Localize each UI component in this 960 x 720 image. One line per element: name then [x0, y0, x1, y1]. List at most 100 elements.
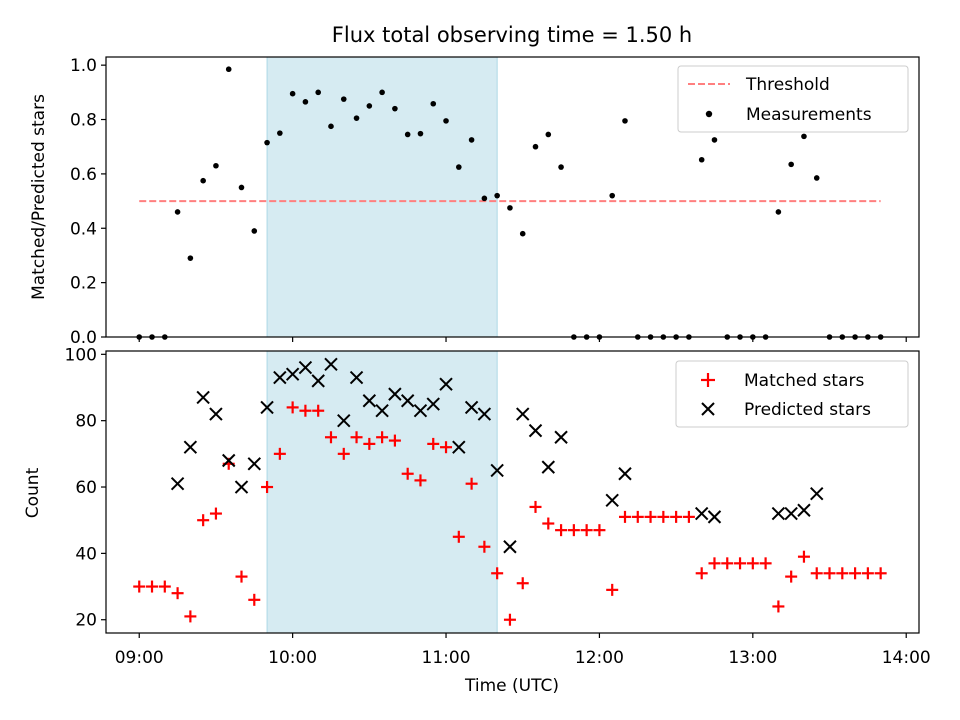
x-tick-label: 09:00 [115, 648, 164, 668]
predicted-star-point [464, 400, 479, 415]
measurement-point [456, 164, 462, 170]
matched-star-point [542, 517, 555, 530]
measurement-point [443, 118, 449, 124]
top-legend: Threshold Measurements [677, 65, 909, 133]
matched-star-point [567, 524, 580, 537]
predicted-star-point [784, 506, 798, 521]
top-plot-frame [105, 56, 920, 338]
matched-star-point [797, 550, 810, 563]
matched-star-point [261, 481, 274, 494]
predicted-stars-legend-label: Predicted stars [744, 400, 871, 420]
predicted-star-point [388, 387, 402, 401]
predicted-star-point [273, 370, 287, 385]
measurement-point [775, 209, 782, 215]
observing-span [266, 350, 498, 634]
matched-star-point [427, 437, 440, 450]
bottom-panel: 20 40 60 80 100 09:00 10:00 11:00 12:00 13:00 14:… [23, 345, 931, 696]
predicted-star-point [618, 467, 632, 481]
predicted-star-point [247, 457, 261, 471]
predicted-star-point [554, 430, 568, 444]
matched-star-point [708, 557, 721, 570]
predicted-star-point [209, 407, 223, 421]
top-legend-box [677, 65, 909, 133]
measurement-points [136, 66, 884, 340]
predicted-star-point [426, 397, 440, 411]
predicted-star-point [400, 394, 415, 408]
matched-star-point [516, 577, 529, 590]
measurement-point [494, 192, 500, 199]
measurement-point [507, 205, 513, 211]
predicted-star-point [260, 400, 274, 415]
top-y-axis-label: Matched/Predicted stars [29, 94, 49, 300]
measurement-point [609, 192, 616, 199]
predicted-star-point [183, 440, 198, 454]
measurement-point [328, 123, 334, 130]
top-y-tick-label: 1.0 [70, 56, 97, 76]
measurement-point [532, 143, 539, 150]
threshold-legend-label: Threshold [745, 75, 830, 95]
measurement-point [187, 255, 194, 261]
matched-star-point [644, 510, 657, 523]
measurements-legend-label: Measurements [746, 105, 872, 125]
bottom-plot-frame [105, 350, 920, 634]
predicted-star-point [810, 486, 824, 501]
matched-star-point [350, 431, 363, 444]
matched-star-point [734, 557, 747, 570]
matched-star-point [171, 587, 184, 600]
bottom-y-axis-label: Count [23, 467, 43, 518]
predicted-star-point [516, 407, 530, 421]
matched-star-point [670, 510, 683, 523]
x-tick-label: 14:00 [882, 648, 931, 668]
measurement-point [622, 118, 628, 124]
matched-star-point [452, 530, 465, 543]
measurement-point [251, 228, 258, 234]
matched-star-point [209, 507, 222, 520]
measurement-point [340, 96, 347, 102]
measurement-point [302, 99, 309, 105]
predicted-star-point [490, 463, 504, 478]
matched-star-point [810, 567, 823, 580]
predicted-star-point [298, 360, 313, 375]
x-axis-label: Time (UTC) [464, 676, 559, 696]
matched-star-point [133, 580, 146, 593]
matched-star-point [618, 510, 631, 523]
matched-stars-legend-swatch [701, 373, 715, 387]
x-tick-label: 11:00 [422, 648, 471, 668]
bottom-x-axis: 09:00 10:00 11:00 12:00 13:00 14:00 [115, 633, 931, 668]
matched-star-point [197, 514, 210, 527]
bottom-y-tick-label: 60 [75, 478, 97, 498]
predicted-star-point [694, 506, 709, 521]
matched-star-point [491, 567, 504, 580]
matched-star-point [158, 580, 171, 593]
matched-stars-legend-label: Matched stars [744, 371, 864, 391]
measurement-point [404, 131, 411, 138]
measurement-point [481, 195, 488, 202]
matched-star-point [324, 431, 337, 444]
matched-star-point [503, 613, 516, 626]
bottom-legend: Matched stars Predicted stars [675, 360, 909, 428]
matched-star-point [555, 524, 568, 537]
matched-star-point [631, 510, 644, 523]
measurements-legend-swatch [705, 110, 713, 118]
bottom-shaded-span [266, 350, 498, 634]
matched-star-point [440, 441, 453, 454]
matched-star-point [657, 510, 670, 523]
matched-star-point [746, 557, 759, 570]
measurement-point [264, 139, 270, 146]
measurement-point [788, 161, 794, 168]
matched-star-point [759, 557, 772, 570]
predicted-star-point [413, 404, 428, 418]
matched-star-point [823, 567, 836, 580]
measurement-point [366, 103, 373, 109]
measurement-point [289, 90, 296, 97]
measurement-point [315, 89, 321, 96]
matched-star-point [146, 580, 159, 593]
predicted-star-point [439, 377, 453, 391]
predicted-star-point [234, 480, 249, 494]
predicted-star-point [771, 506, 786, 521]
predicted-star-point [324, 357, 338, 371]
matched-star-point [388, 434, 401, 447]
matched-star-point [529, 500, 542, 513]
matched-star-point [286, 401, 299, 414]
top-shaded-span [266, 56, 498, 338]
